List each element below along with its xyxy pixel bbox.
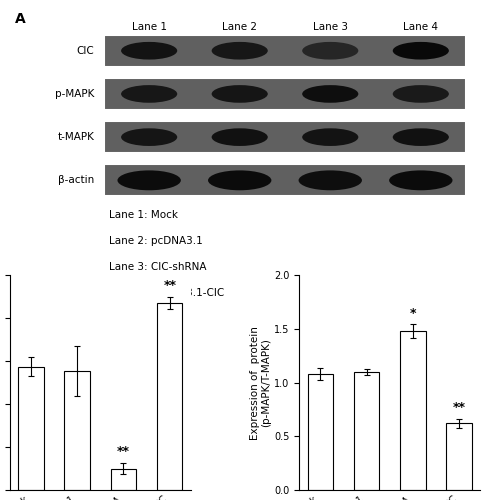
Text: **: ** — [117, 445, 130, 458]
Bar — [446, 424, 472, 490]
Text: β-actin: β-actin — [58, 176, 95, 186]
FancyBboxPatch shape — [104, 34, 466, 67]
Ellipse shape — [298, 170, 362, 190]
Ellipse shape — [393, 85, 449, 103]
Text: **: ** — [163, 279, 176, 292]
Text: Lane 3: CIC-shRNA: Lane 3: CIC-shRNA — [109, 262, 206, 272]
Ellipse shape — [302, 42, 358, 60]
FancyBboxPatch shape — [104, 78, 466, 110]
Bar — [354, 372, 379, 490]
Text: Lane 3: Lane 3 — [313, 22, 348, 32]
Bar — [157, 303, 182, 490]
Text: Lane 1: Lane 1 — [132, 22, 167, 32]
Text: Lane 1: Mock: Lane 1: Mock — [109, 210, 177, 220]
Text: Lane 2: pcDNA3.1: Lane 2: pcDNA3.1 — [109, 236, 202, 246]
Ellipse shape — [208, 170, 271, 190]
Bar — [111, 468, 136, 490]
Text: Lane 2: Lane 2 — [222, 22, 257, 32]
Bar — [400, 331, 426, 490]
Ellipse shape — [389, 170, 452, 190]
Ellipse shape — [212, 42, 268, 60]
Ellipse shape — [212, 128, 268, 146]
Text: Lane 4: pcDNA3.1-CIC: Lane 4: pcDNA3.1-CIC — [109, 288, 224, 298]
Ellipse shape — [121, 128, 177, 146]
Text: Lane 4: Lane 4 — [403, 22, 439, 32]
Ellipse shape — [393, 42, 449, 60]
Y-axis label: Expression of  protein
(p-MAPK/T-MAPK): Expression of protein (p-MAPK/T-MAPK) — [250, 326, 271, 440]
Ellipse shape — [302, 128, 358, 146]
Ellipse shape — [118, 170, 181, 190]
Ellipse shape — [302, 85, 358, 103]
Text: *: * — [410, 307, 416, 320]
Bar — [64, 371, 90, 490]
FancyBboxPatch shape — [104, 164, 466, 196]
Text: A: A — [15, 12, 25, 26]
Ellipse shape — [393, 128, 449, 146]
Text: **: ** — [453, 402, 466, 414]
Ellipse shape — [121, 85, 177, 103]
FancyBboxPatch shape — [104, 121, 466, 153]
Bar — [308, 374, 333, 490]
Text: t-MAPK: t-MAPK — [58, 132, 95, 142]
Text: CIC: CIC — [77, 46, 95, 56]
Text: p-MAPK: p-MAPK — [55, 89, 95, 99]
Bar — [18, 366, 44, 490]
Ellipse shape — [212, 85, 268, 103]
Ellipse shape — [121, 42, 177, 60]
